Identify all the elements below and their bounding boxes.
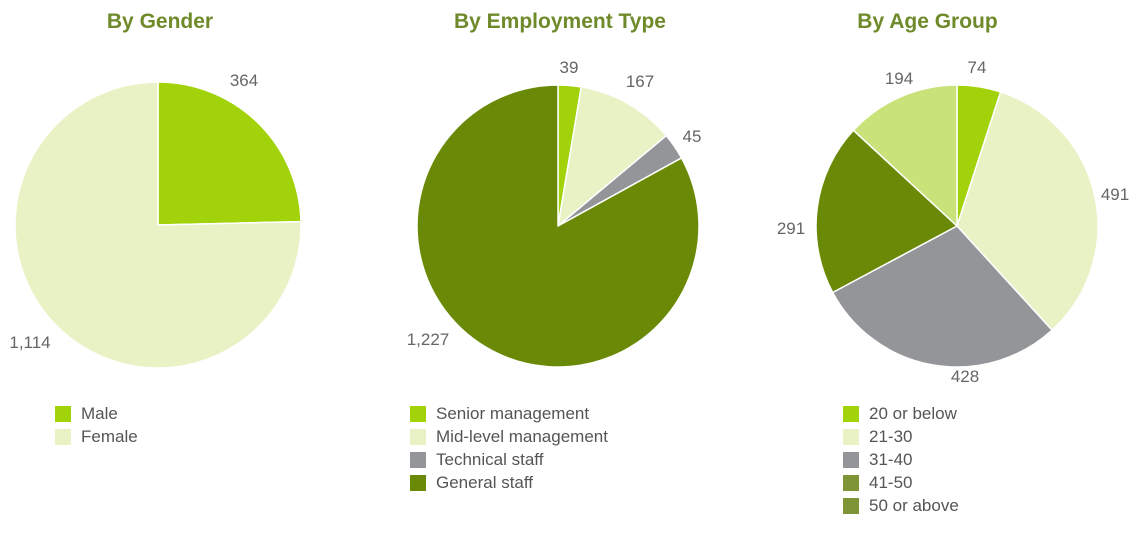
gender-panel: By Gender 364 1,114 Male Female <box>0 0 320 542</box>
legend-label-20-or-below: 20 or below <box>869 403 957 423</box>
legend-swatch-50-or-above <box>843 497 859 514</box>
legend-swatch-general-staff <box>410 474 426 491</box>
pie-slice-female <box>14 81 302 369</box>
legend-item-50-or-above: 50 or above <box>843 494 959 517</box>
gender-pie-chart: 364 1,114 <box>9 71 302 369</box>
legend-item-20-or-below: 20 or below <box>843 402 959 425</box>
employment-panel: By Employment Type 39 167 45 1,227 Senior m… <box>395 0 725 542</box>
legend-swatch-male <box>55 405 71 422</box>
pie-slice-41-50 <box>815 129 958 294</box>
age-panel: By Age Group 74 491 428 291 194 20 or below … <box>775 0 1140 542</box>
pie-slice-21-30 <box>956 91 1099 331</box>
data-label-50-or-above: 194 <box>885 69 913 88</box>
employment-chart-title: By Employment Type <box>454 10 666 33</box>
data-label-general-staff: 1,227 <box>407 330 450 349</box>
legend-label-50-or-above: 50 or above <box>869 495 959 515</box>
data-label-41-50: 291 <box>777 219 805 238</box>
data-label-21-30: 491 <box>1101 185 1129 204</box>
legend-label-female: Female <box>81 426 138 446</box>
legend-label-21-30: 21-30 <box>869 426 913 446</box>
legend-swatch-31-40 <box>843 451 859 468</box>
legend-swatch-senior-management <box>410 405 426 422</box>
gender-legend: Male Female <box>55 402 138 448</box>
pie-slice-male <box>157 81 302 226</box>
age-pie-chart: 74 491 428 291 194 <box>777 58 1129 386</box>
legend-label-mid-level-management: Mid-level management <box>436 426 608 446</box>
data-label-female: 1,114 <box>9 333 50 352</box>
data-label-senior-management: 39 <box>560 58 579 77</box>
data-label-male: 364 <box>230 71 258 90</box>
employment-legend: Senior management Mid-level management T… <box>410 402 608 494</box>
legend-label-male: Male <box>81 403 118 423</box>
gender-chart-title: By Gender <box>106 10 214 33</box>
employment-pie-chart: 39 167 45 1,227 <box>407 58 702 368</box>
legend-item-31-40: 31-40 <box>843 448 959 471</box>
legend-item-21-30: 21-30 <box>843 425 959 448</box>
data-label-technical-staff: 45 <box>683 127 702 146</box>
data-label-mid-level-management: 167 <box>626 72 654 91</box>
age-legend: 20 or below 21-30 31-40 41-50 50 or abov… <box>843 402 959 517</box>
legend-item-general-staff: General staff <box>410 471 608 494</box>
legend-label-41-50: 41-50 <box>869 472 913 492</box>
legend-item-male: Male <box>55 402 138 425</box>
legend-item-41-50: 41-50 <box>843 471 959 494</box>
legend-item-mid-level-management: Mid-level management <box>410 425 608 448</box>
legend-item-female: Female <box>55 425 138 448</box>
legend-label-technical-staff: Technical staff <box>436 449 544 469</box>
pie-slice-mid-level-management <box>557 86 668 227</box>
legend-swatch-female <box>55 428 71 445</box>
legend-label-31-40: 31-40 <box>869 449 913 469</box>
data-label-31-40: 428 <box>951 367 979 386</box>
age-chart-title: By Age Group <box>857 10 998 33</box>
legend-label-senior-management: Senior management <box>436 403 590 423</box>
legend-swatch-41-50 <box>843 474 859 491</box>
legend-item-senior-management: Senior management <box>410 402 608 425</box>
legend-swatch-20-or-below <box>843 405 859 422</box>
legend-swatch-21-30 <box>843 428 859 445</box>
pie-slice-general-staff <box>416 84 700 368</box>
legend-swatch-mid-level-management <box>410 428 426 445</box>
legend-swatch-technical-staff <box>410 451 426 468</box>
data-label-20-or-below: 74 <box>968 58 987 77</box>
legend-label-general-staff: General staff <box>436 472 534 492</box>
pie-slice-50-or-above <box>852 84 958 227</box>
pie-slice-31-40 <box>831 225 1053 368</box>
legend-item-technical-staff: Technical staff <box>410 448 608 471</box>
